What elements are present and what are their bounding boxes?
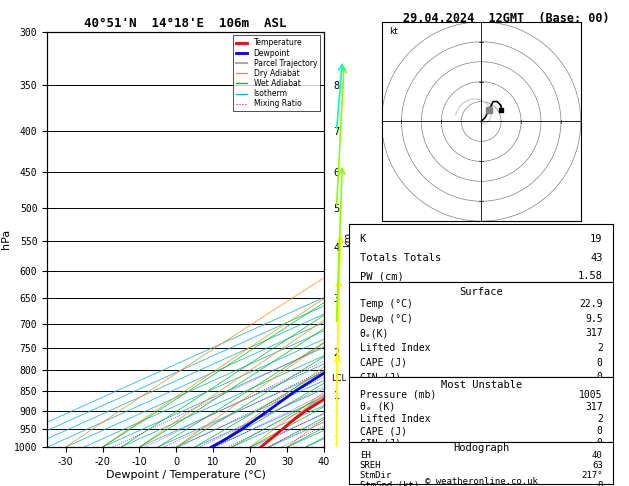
Text: 29.04.2024  12GMT  (Base: 00): 29.04.2024 12GMT (Base: 00): [403, 12, 610, 25]
Text: θₑ(K): θₑ(K): [360, 329, 389, 338]
Text: Most Unstable: Most Unstable: [440, 380, 522, 390]
Text: 1.58: 1.58: [577, 271, 603, 281]
Title: 40°51'N  14°18'E  106m  ASL: 40°51'N 14°18'E 106m ASL: [84, 17, 287, 31]
Text: 9.5: 9.5: [585, 313, 603, 324]
Text: Lifted Index: Lifted Index: [360, 343, 430, 353]
Text: LCL: LCL: [331, 374, 346, 383]
Text: 8: 8: [598, 481, 603, 486]
Text: PW (cm): PW (cm): [360, 271, 403, 281]
Text: K: K: [360, 234, 366, 244]
Text: 1005: 1005: [579, 390, 603, 400]
Text: CAPE (J): CAPE (J): [360, 426, 407, 436]
Text: 317: 317: [585, 402, 603, 412]
Text: © weatheronline.co.uk: © weatheronline.co.uk: [425, 477, 538, 486]
Text: CIN (J): CIN (J): [360, 372, 401, 382]
Text: Temp (°C): Temp (°C): [360, 299, 413, 309]
Text: Surface: Surface: [459, 287, 503, 296]
Text: 63: 63: [592, 461, 603, 470]
X-axis label: Dewpoint / Temperature (°C): Dewpoint / Temperature (°C): [106, 469, 265, 480]
Text: 317: 317: [585, 329, 603, 338]
Text: SREH: SREH: [360, 461, 381, 470]
Text: kt: kt: [389, 27, 398, 36]
Text: 217°: 217°: [581, 471, 603, 480]
Text: 0: 0: [597, 438, 603, 448]
Text: StmDir: StmDir: [360, 471, 392, 480]
Text: Lifted Index: Lifted Index: [360, 414, 430, 424]
Text: Totals Totals: Totals Totals: [360, 253, 441, 263]
Text: Dewp (°C): Dewp (°C): [360, 313, 413, 324]
Text: θₑ (K): θₑ (K): [360, 402, 395, 412]
Text: 22.9: 22.9: [579, 299, 603, 309]
Text: CIN (J): CIN (J): [360, 438, 401, 448]
Text: 0: 0: [597, 358, 603, 368]
Text: 19: 19: [590, 234, 603, 244]
Text: 43: 43: [590, 253, 603, 263]
Text: StmSpd (kt): StmSpd (kt): [360, 481, 419, 486]
Text: 0: 0: [597, 426, 603, 436]
Text: EH: EH: [360, 451, 370, 460]
Y-axis label: km
ASL: km ASL: [343, 230, 364, 248]
Text: 2: 2: [597, 343, 603, 353]
Legend: Temperature, Dewpoint, Parcel Trajectory, Dry Adiabat, Wet Adiabat, Isotherm, Mi: Temperature, Dewpoint, Parcel Trajectory…: [233, 35, 320, 111]
Text: 0: 0: [597, 372, 603, 382]
Text: CAPE (J): CAPE (J): [360, 358, 407, 368]
Y-axis label: hPa: hPa: [1, 229, 11, 249]
Text: Hodograph: Hodograph: [453, 444, 509, 453]
Text: 40: 40: [592, 451, 603, 460]
Text: 2: 2: [597, 414, 603, 424]
Text: Pressure (mb): Pressure (mb): [360, 390, 436, 400]
